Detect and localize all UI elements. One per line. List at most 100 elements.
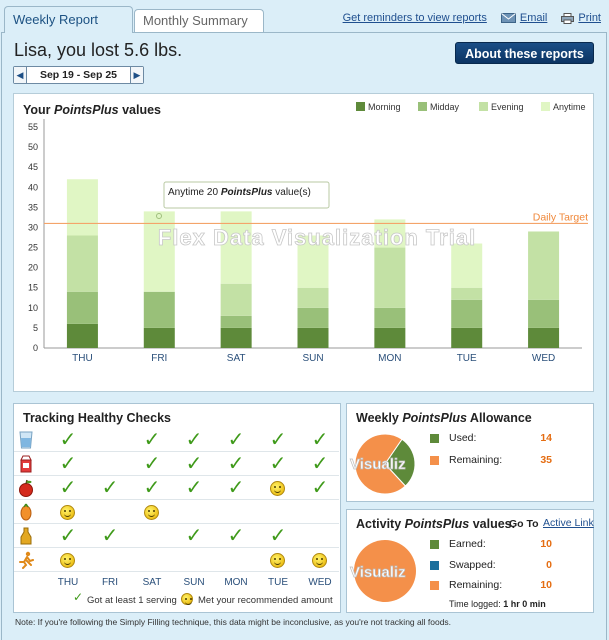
bar-segment-morning — [66, 323, 98, 348]
chart-title-suffix: values — [118, 103, 162, 117]
tab-weekly-report[interactable]: Weekly Report — [4, 6, 133, 33]
check-mark-icon: ✓ — [185, 477, 203, 499]
check-mark-icon: ✓ — [59, 429, 77, 451]
checks-day-label: WED — [308, 577, 332, 588]
bar-segment-anytime — [143, 211, 175, 292]
activity-pie-chart: Visualiz — [350, 540, 416, 602]
check-mark-icon: ✓ — [143, 453, 161, 475]
weight-loss-headline: Lisa, you lost 5.6 lbs. — [14, 40, 183, 60]
checks-day-label: MON — [224, 577, 248, 588]
check-mark-icon: ✓ — [101, 477, 119, 499]
tooltip-box — [163, 181, 330, 209]
earned-value: 10 — [540, 538, 552, 550]
bar-segment-evening — [374, 247, 406, 308]
chart-title-prefix: Your — [23, 103, 55, 117]
time-logged-label: Time logged: — [449, 599, 501, 609]
bar-segment-evening — [220, 283, 252, 316]
tooltip-prefix: Anytime 20 — [168, 187, 221, 198]
print-action[interactable]: Print — [561, 12, 601, 24]
x-tick-label: MON — [378, 353, 401, 364]
x-tick-label: WED — [532, 353, 555, 364]
tooltip-anchor-dot — [156, 213, 162, 219]
pie-watermark: Visualiz — [350, 456, 406, 473]
active-link[interactable]: Active Link — [543, 517, 594, 529]
bar-segment-anytime — [374, 219, 406, 248]
printer-icon — [561, 12, 575, 24]
check-mark-icon: ✓ — [143, 429, 161, 451]
check-mark-icon: ✓ — [227, 453, 245, 475]
remaining-label: Remaining: — [449, 454, 503, 466]
check-mark-icon: ✓ — [269, 525, 287, 547]
tab-monthly-summary[interactable]: Monthly Summary — [134, 9, 264, 32]
bar-segment-evening — [528, 231, 560, 300]
pie-slice-remaining — [354, 433, 407, 495]
activity-remaining-value: 10 — [540, 579, 552, 591]
x-tick-label: FRI — [151, 353, 167, 364]
print-link[interactable]: Print — [578, 12, 601, 24]
pie-watermark: Visualiz — [350, 564, 406, 581]
check-mark-icon: ✓ — [185, 429, 203, 451]
chart-title: Your PointsPlus values — [23, 103, 161, 117]
legend-label-evening: Evening — [491, 102, 524, 112]
allowance-pie-chart: Visualiz — [350, 433, 416, 495]
earned-swatch — [430, 540, 439, 549]
remaining-value: 35 — [540, 454, 552, 466]
pie-slice-activity-remaining — [354, 540, 416, 602]
swapped-label: Swapped: — [449, 559, 496, 571]
email-link[interactable]: Email — [519, 12, 548, 24]
reminders-link[interactable]: Get reminders to view reports — [342, 12, 487, 24]
smiley-face-icon — [144, 505, 159, 520]
swapped-value: 0 — [546, 559, 552, 571]
about-reports-button[interactable]: About these reports — [455, 42, 594, 64]
report-frame — [1, 32, 607, 640]
check-mark-icon: ✓ — [227, 477, 245, 499]
tooltip-text: Anytime 20 PointsPlus value(s) — [168, 187, 311, 198]
checks-row — [14, 500, 339, 524]
checks-row: ✓ ✓ ✓ ✓ ✓ ✓ — [14, 452, 339, 476]
legend-smile-icon — [181, 593, 193, 605]
allowance-title-prefix: Weekly — [356, 411, 403, 425]
legend-check-text: Got at least 1 serving — [87, 595, 177, 606]
check-mark-icon: ✓ — [269, 429, 287, 451]
bar-segment-morning — [143, 327, 175, 348]
check-mark-icon: ✓ — [59, 453, 77, 475]
bar-segment-morning — [374, 327, 406, 348]
milk-carton-icon — [18, 455, 34, 473]
y-tick-label: 35 — [28, 202, 38, 212]
y-tick-label: 50 — [28, 142, 38, 152]
check-mark-icon: ✓ — [311, 453, 329, 475]
runner-icon — [18, 551, 34, 569]
used-swatch — [430, 434, 439, 443]
email-action[interactable]: Email — [500, 12, 548, 24]
legend-label-anytime: Anytime — [553, 102, 586, 112]
bar-segment-anytime — [66, 179, 98, 236]
date-range-navigator: ◀ Sep 19 - Sep 25 ▶ — [13, 66, 144, 84]
y-tick-label: 10 — [28, 303, 38, 313]
next-week-button[interactable]: ▶ — [130, 67, 143, 83]
checks-row: ✓ ✓ ✓ ✓ ✓ ✓ — [14, 476, 339, 500]
trial-watermark: Flex Data Visualization Trial — [158, 225, 476, 250]
check-mark-icon: ✓ — [185, 453, 203, 475]
checks-row: ✓ ✓ ✓ ✓ ✓ — [14, 524, 339, 548]
earned-label: Earned: — [449, 538, 486, 550]
bar-segment-evening — [297, 287, 329, 308]
used-label: Used: — [449, 432, 477, 444]
bar-segment-midday — [374, 307, 406, 328]
check-mark-icon: ✓ — [185, 525, 203, 547]
time-logged-value: 1 hr 0 min — [503, 599, 546, 609]
y-tick-label: 5 — [33, 323, 38, 333]
time-logged: Time logged: 1 hr 0 min — [449, 599, 546, 609]
goto-label: Go To — [509, 518, 539, 530]
daily-target-label: Daily Target — [533, 211, 588, 223]
healthy-checks-table: ✓ ✓ ✓ ✓ ✓ ✓ ✓ ✓ ✓ ✓ ✓ ✓ ✓ ✓ ✓ ✓ ✓ ✓ ✓ ✓ ✓ ✓ ✓ — [14, 428, 339, 572]
bar-segment-midday — [451, 299, 483, 328]
activity-remaining-swatch — [430, 581, 439, 590]
checks-day-label: TUE — [268, 577, 288, 588]
y-tick-label: 30 — [28, 222, 38, 232]
smiley-face-icon — [270, 553, 285, 568]
legend-label-midday: Midday — [430, 102, 460, 112]
previous-week-button[interactable]: ◀ — [14, 67, 27, 83]
activity-remaining-label: Remaining: — [449, 579, 503, 591]
carrot-icon — [18, 503, 34, 521]
bar-segment-midday — [220, 315, 252, 328]
